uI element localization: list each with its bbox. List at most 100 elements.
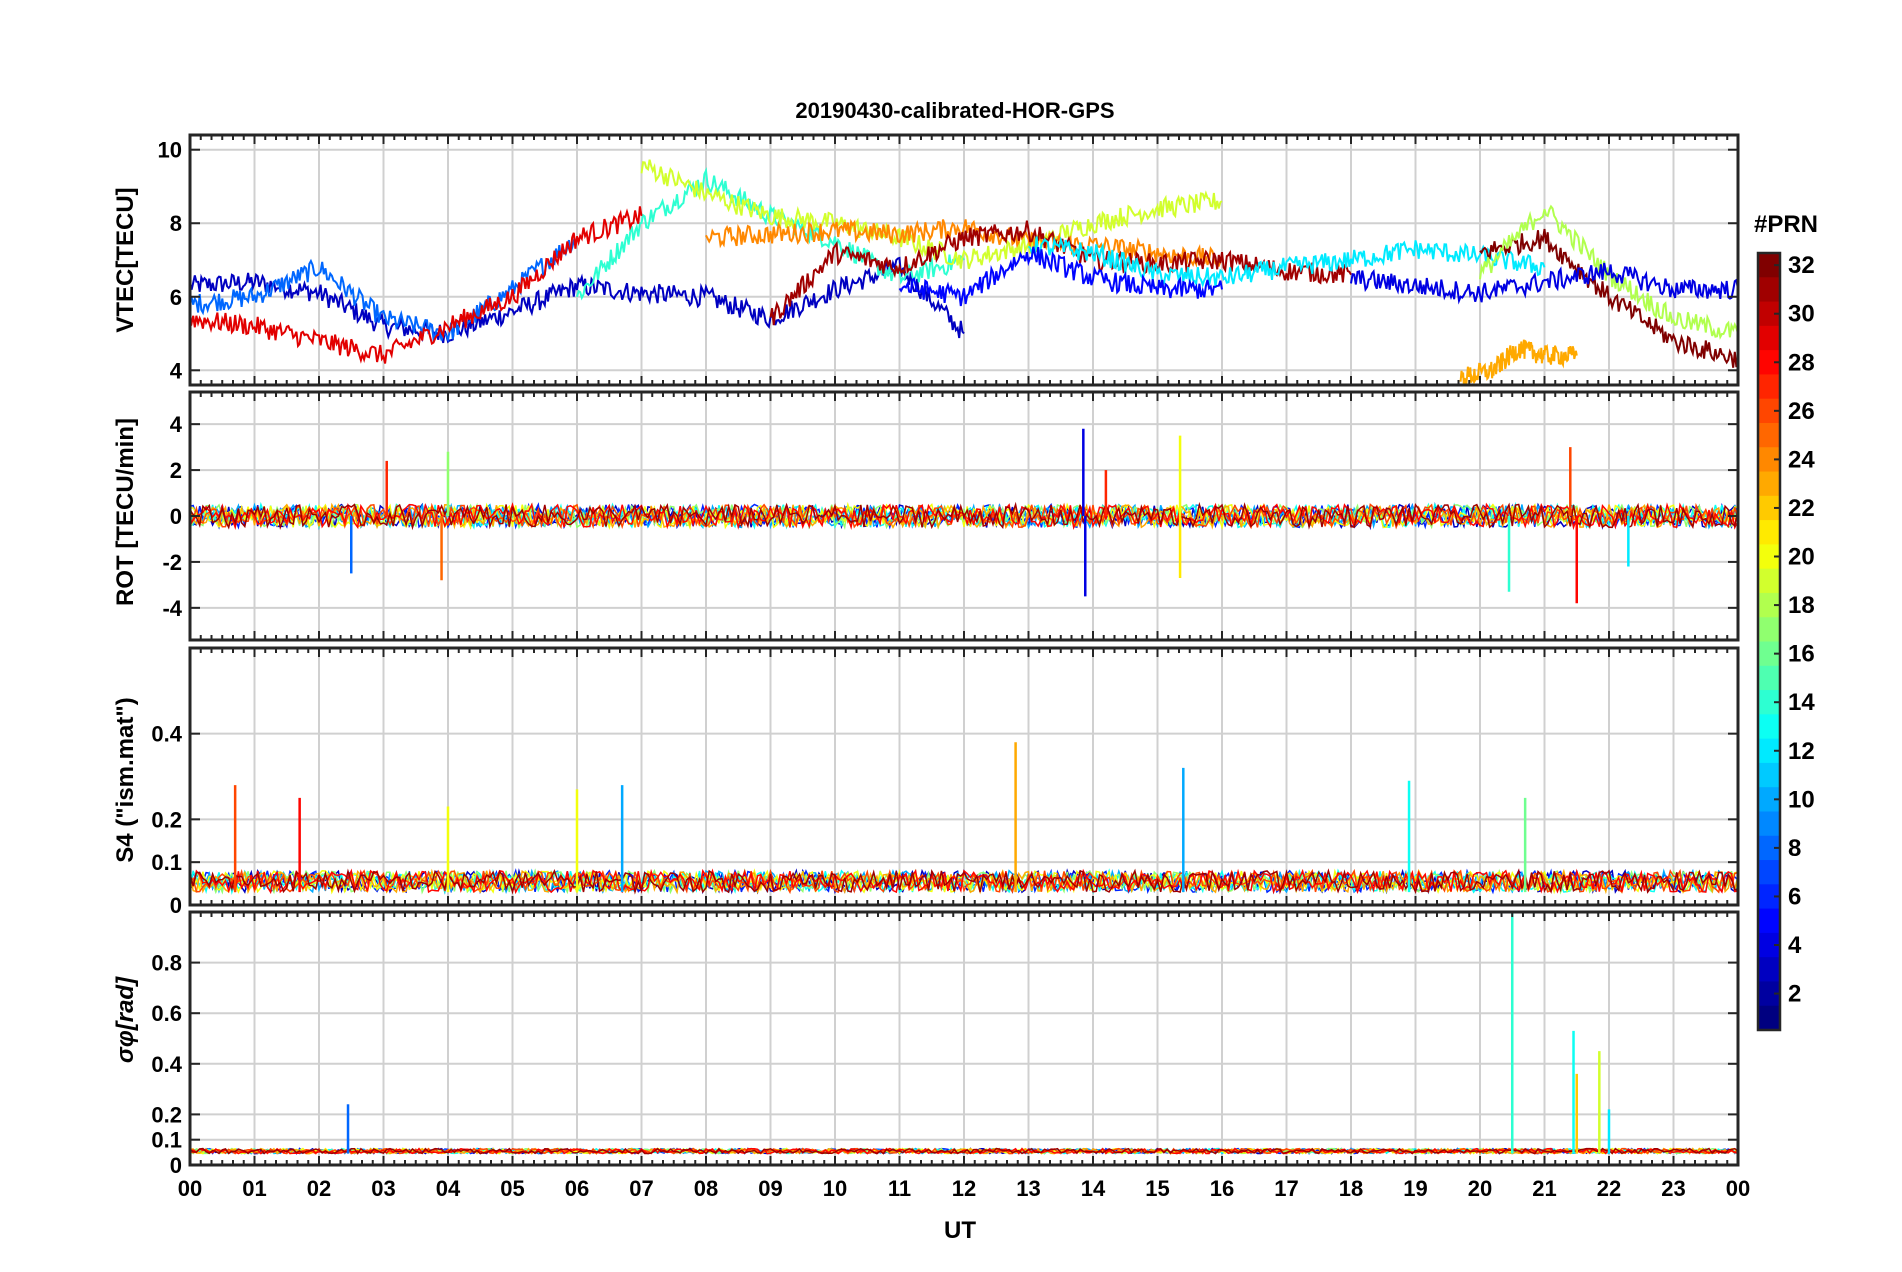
y-tick-label: 6 — [170, 285, 182, 310]
colorbar-segment — [1758, 544, 1780, 570]
colorbar-segment — [1758, 350, 1780, 376]
colorbar-segment — [1758, 835, 1780, 861]
s4-panel: 0 0.1 0.2 0.4 — [151, 646, 1740, 918]
vtec-trace-prn-8 — [190, 237, 578, 343]
colorbar-segment — [1758, 738, 1780, 764]
vtec-trace-prn-3 — [190, 256, 965, 344]
y-tick-label: 10 — [158, 138, 182, 163]
y-tick-label: 8 — [170, 211, 182, 236]
x-tick-label: 03 — [371, 1176, 395, 1201]
plot-area — [190, 912, 1738, 1155]
plot-area — [190, 742, 1738, 895]
colorbar-tick-label: 2 — [1788, 981, 1801, 1008]
colorbar-segment — [1758, 568, 1780, 594]
plot-area — [190, 159, 1738, 385]
x-tick-label: 21 — [1532, 1176, 1556, 1201]
colorbar-segment — [1758, 762, 1780, 788]
colorbar-segment — [1758, 374, 1780, 400]
colorbar-segment — [1758, 884, 1780, 910]
chart-title: 20190430-calibrated-HOR-GPS — [795, 98, 1114, 123]
vtec-trace-prn-5 — [898, 246, 1223, 307]
colorbar-tick-label: 20 — [1788, 544, 1815, 571]
x-tick-label: 08 — [694, 1176, 718, 1201]
y-tick-label: 0.8 — [151, 951, 182, 976]
colorbar-segment — [1758, 447, 1780, 473]
rot-trace-prn-28 — [190, 502, 1738, 531]
y-tick-label: 0 — [170, 1153, 182, 1178]
colorbar-tick-label: 24 — [1788, 446, 1815, 473]
colorbar-segment — [1758, 495, 1780, 521]
colorbar-segment — [1758, 398, 1780, 424]
y-tick-label: 4 — [170, 412, 183, 437]
x-tick-label: 06 — [565, 1176, 589, 1201]
colorbar-segment — [1758, 253, 1780, 278]
x-tick-label: 22 — [1597, 1176, 1621, 1201]
colorbar-tick-label: 26 — [1788, 398, 1815, 425]
x-tick-label: 10 — [823, 1176, 847, 1201]
colorbar-segment — [1758, 690, 1780, 715]
colorbar-tick-label: 22 — [1788, 495, 1815, 522]
colorbar-tick-label: 14 — [1788, 689, 1815, 716]
s4-ylabel: S4 ("ism.mat") — [112, 697, 139, 862]
x-tick-label: 20 — [1468, 1176, 1492, 1201]
x-tick-label: 15 — [1145, 1176, 1169, 1201]
x-tick-label: 05 — [500, 1176, 524, 1201]
rot-ylabel: ROT [TECU/min] — [112, 418, 139, 606]
colorbar-tick-label: 6 — [1788, 883, 1801, 910]
colorbar-label: #PRN — [1754, 211, 1818, 238]
colorbar-segment — [1758, 471, 1780, 497]
x-tick-label: 01 — [242, 1176, 266, 1201]
colorbar-tick-label: 8 — [1788, 835, 1801, 862]
sigma-phi-panel: 00.10.2 0.4 0.6 0.8 — [151, 910, 1740, 1178]
vtec-trace-prn-4 — [1350, 262, 1738, 305]
plot-area — [190, 428, 1738, 604]
colorbar-segment — [1758, 1005, 1780, 1031]
y-tick-label: 0.4 — [151, 1052, 182, 1077]
vtec-trace-prn-18 — [1479, 204, 1738, 340]
colorbar-tick-label: 4 — [1788, 932, 1802, 959]
s4-ylabel-group: S4 ("ism.mat") — [112, 697, 139, 862]
y-tick-label: 0.4 — [151, 722, 182, 747]
colorbar-tick-label: 12 — [1788, 738, 1815, 765]
colorbar-segment — [1758, 932, 1780, 958]
x-tick-label: 13 — [1016, 1176, 1040, 1201]
colorbar-segment — [1758, 422, 1780, 448]
x-tick-label: 16 — [1210, 1176, 1234, 1201]
colorbar-tick-label: 10 — [1788, 786, 1815, 813]
y-tick-label: 0.2 — [151, 1102, 182, 1127]
vtec-panel: 4 6 8 10 — [158, 133, 1740, 387]
colorbar-segment — [1758, 908, 1780, 934]
colorbar-tick-label: 28 — [1788, 349, 1815, 376]
x-tick-label: 19 — [1403, 1176, 1427, 1201]
y-tick-label: 4 — [170, 358, 183, 383]
y-tick-label: 0.6 — [151, 1001, 182, 1026]
colorbar-segment — [1758, 325, 1780, 351]
y-tick-label: -4 — [162, 596, 182, 621]
x-tick-label: 09 — [758, 1176, 782, 1201]
colorbar-segment — [1758, 520, 1780, 545]
vtec-trace-prn-32 — [1479, 228, 1738, 368]
colorbar-tick-label: 18 — [1788, 592, 1815, 619]
x-axis-label: UT — [944, 1217, 976, 1244]
vtec-trace-prn-23 — [1459, 339, 1578, 385]
colorbar-segment — [1758, 957, 1780, 983]
x-tick-label: 12 — [952, 1176, 976, 1201]
y-tick-label: 0.1 — [151, 850, 182, 875]
x-tick-label: 00 — [1726, 1176, 1750, 1201]
x-tick-label: 23 — [1661, 1176, 1685, 1201]
colorbar-segment — [1758, 811, 1780, 837]
colorbar-segment — [1758, 714, 1780, 740]
x-tick-label: 17 — [1274, 1176, 1298, 1201]
y-tick-label: 0.2 — [151, 807, 182, 832]
x-tick-label: 02 — [307, 1176, 331, 1201]
colorbar-segment — [1758, 787, 1780, 813]
vtec-ylabel: VTEC[TECU] — [112, 187, 139, 332]
x-tick-label: 18 — [1339, 1176, 1363, 1201]
colorbar-tick-label: 30 — [1788, 301, 1815, 328]
x-tick-label: 07 — [629, 1176, 653, 1201]
colorbar-frame — [1756, 251, 1782, 1032]
y-tick-label: 0 — [170, 504, 182, 529]
colorbar-segment — [1758, 592, 1780, 618]
